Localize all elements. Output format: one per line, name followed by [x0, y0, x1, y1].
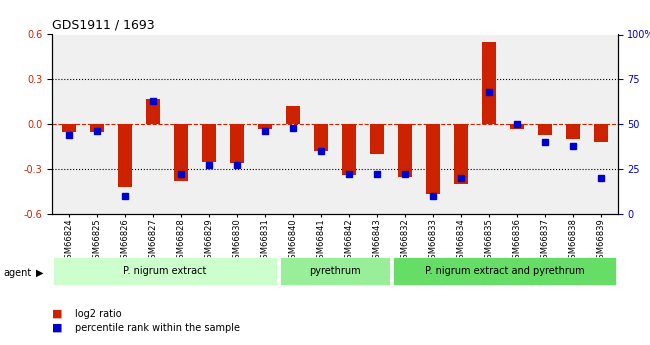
Bar — [426, 124, 440, 195]
FancyBboxPatch shape — [393, 257, 616, 285]
Bar — [510, 124, 524, 129]
Text: ■: ■ — [52, 323, 62, 333]
Bar — [370, 124, 384, 154]
Bar — [118, 124, 132, 187]
Bar — [398, 124, 411, 177]
Bar — [342, 124, 356, 175]
Bar — [454, 124, 468, 184]
Text: GDS1911 / 1693: GDS1911 / 1693 — [52, 19, 155, 32]
Bar — [258, 124, 272, 129]
Bar — [62, 124, 76, 132]
Bar — [202, 124, 216, 161]
Bar — [229, 124, 244, 163]
FancyBboxPatch shape — [53, 257, 277, 285]
Text: pyrethrum: pyrethrum — [309, 266, 361, 276]
Bar — [538, 124, 552, 135]
Text: P. nigrum extract: P. nigrum extract — [124, 266, 207, 276]
Bar — [174, 124, 188, 181]
Bar — [314, 124, 328, 151]
Bar — [146, 99, 160, 124]
Bar — [482, 42, 496, 124]
Bar — [566, 124, 580, 139]
Text: ▶: ▶ — [36, 268, 44, 277]
Text: ■: ■ — [52, 309, 62, 319]
Text: percentile rank within the sample: percentile rank within the sample — [75, 323, 240, 333]
Bar — [286, 106, 300, 124]
Text: P. nigrum extract and pyrethrum: P. nigrum extract and pyrethrum — [424, 266, 584, 276]
Bar — [593, 124, 608, 142]
FancyBboxPatch shape — [280, 257, 390, 285]
Text: agent: agent — [3, 268, 31, 277]
Text: log2 ratio: log2 ratio — [75, 309, 122, 319]
Bar — [90, 124, 104, 132]
